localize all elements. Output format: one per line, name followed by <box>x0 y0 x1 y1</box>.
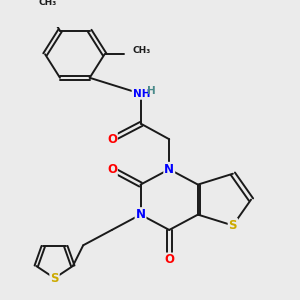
Text: O: O <box>107 163 117 176</box>
Text: S: S <box>50 272 59 285</box>
Text: O: O <box>164 254 174 266</box>
Text: N: N <box>136 208 146 221</box>
Text: NH: NH <box>133 89 150 99</box>
Text: CH₃: CH₃ <box>133 46 151 55</box>
Text: O: O <box>107 133 117 146</box>
Text: CH₃: CH₃ <box>39 0 57 8</box>
Text: H: H <box>147 86 155 96</box>
Text: N: N <box>164 163 174 176</box>
Text: S: S <box>229 219 237 232</box>
